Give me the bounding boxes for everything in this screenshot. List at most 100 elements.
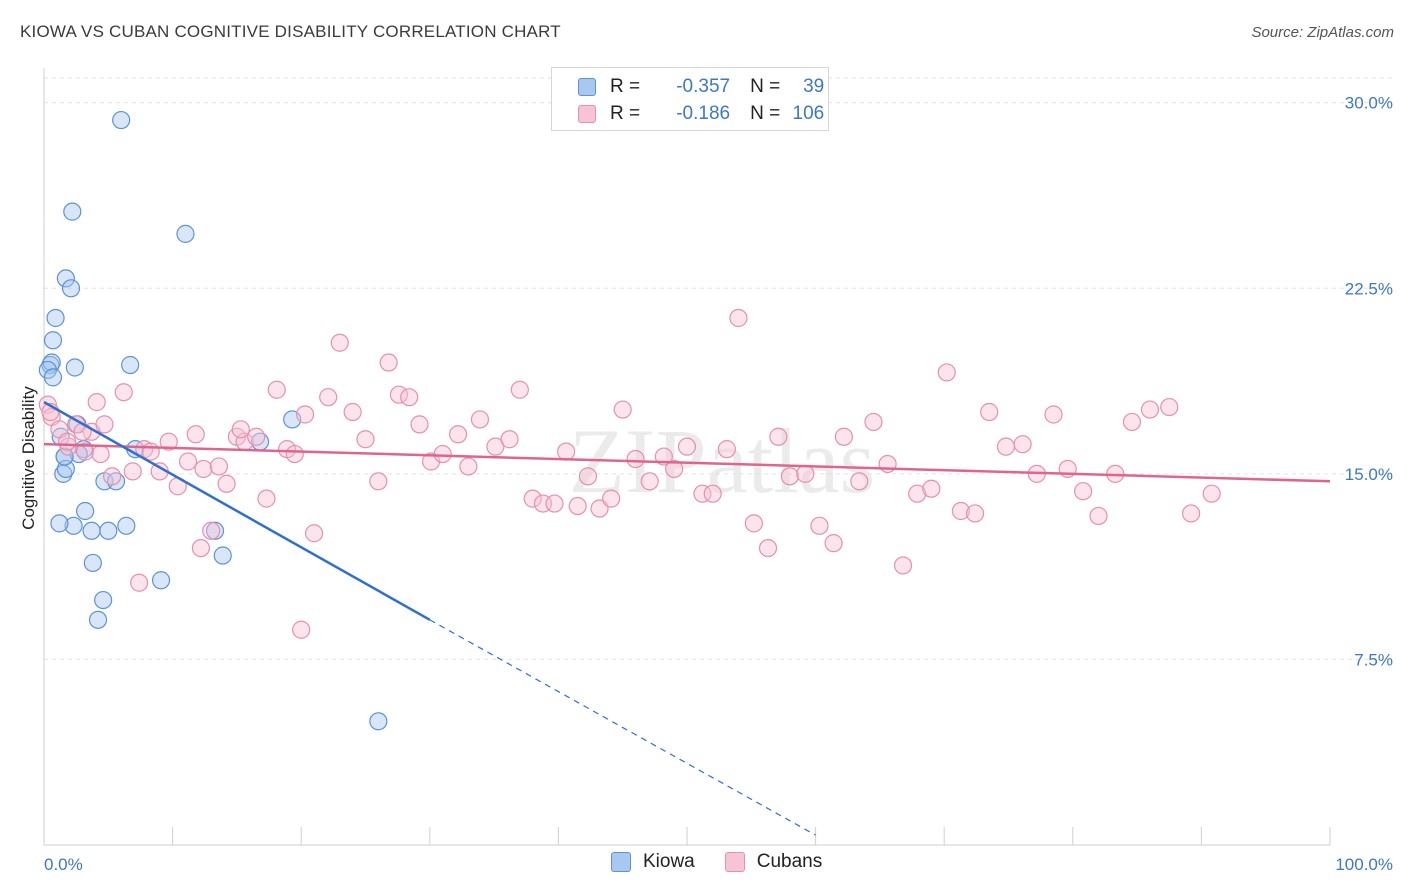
cubans-point: [343, 402, 362, 422]
cubans-point: [141, 442, 160, 461]
cubans-point: [58, 432, 77, 451]
cubans-point: [523, 489, 542, 508]
cubans-point: [103, 467, 122, 486]
kiowa-point: [82, 521, 101, 540]
cubans-point: [433, 444, 452, 464]
kiowa-r-value: -0.357: [676, 76, 731, 97]
cubans-point: [87, 393, 106, 412]
kiowa-point: [117, 516, 136, 535]
cubans-r-value: -0.186: [676, 103, 731, 124]
cubans-point: [379, 353, 398, 372]
cubans-point: [1013, 435, 1032, 454]
cubans-point: [1160, 397, 1179, 417]
cubans-point: [965, 504, 985, 523]
x-tick-label-min: 0.0%: [44, 855, 83, 874]
cubans-point: [217, 474, 236, 493]
source-label: Source: ZipAtlas.com: [1251, 24, 1394, 41]
cubans-point: [114, 383, 133, 402]
cubans-point: [557, 442, 576, 461]
chart-title: KIOWA VS CUBAN COGNITIVE DISABILITY CORR…: [20, 22, 561, 41]
cubans-point: [864, 412, 883, 432]
cubans-point: [758, 538, 778, 558]
cubans-point: [665, 459, 684, 479]
cubans-point: [448, 425, 468, 444]
cubans-point: [545, 494, 564, 513]
kiowa-point: [65, 358, 84, 377]
cubans-point: [267, 380, 286, 399]
cubans-point: [486, 437, 505, 456]
cubans-n-value: 106: [792, 103, 825, 124]
kiowa-n-value: 39: [803, 76, 825, 97]
kiowa-point: [88, 610, 108, 629]
cubans-point: [922, 479, 941, 498]
kiowa-point: [55, 447, 74, 466]
kiowa-point: [61, 279, 81, 298]
cubans-point: [123, 462, 142, 481]
cubans-point: [1044, 405, 1063, 424]
cubans-point: [810, 516, 829, 535]
cubans-point: [769, 427, 788, 446]
kiowa-point: [99, 521, 118, 540]
y-tick-label: 22.5%: [1345, 279, 1393, 298]
cubans-point: [640, 472, 659, 491]
cubans-point: [186, 425, 205, 444]
legend: R = -0.357 N = 39 R = -0.186 N = 106: [551, 67, 829, 131]
cubans-point: [729, 308, 748, 328]
kiowa-legend-swatch: [611, 852, 631, 872]
cubans-point: [209, 457, 228, 476]
cubans-point: [178, 452, 198, 471]
cubans-point: [1140, 400, 1160, 419]
cubans-point: [159, 432, 178, 451]
kiowa-point: [176, 224, 195, 243]
legend-row-kiowa: R = -0.357 N = 39: [578, 75, 824, 99]
cubans-point: [194, 459, 213, 479]
cubans-point: [568, 496, 587, 516]
kiowa-point: [121, 355, 140, 375]
kiowa-r-label: R =: [610, 76, 641, 97]
cubans-point: [295, 405, 315, 424]
kiowa-trendline-extension: [429, 619, 816, 836]
cubans-legend-swatch: [724, 852, 745, 872]
cubans-point: [369, 472, 388, 491]
kiowa-point: [64, 516, 83, 535]
cubans-point: [95, 415, 114, 434]
y-tick-label: 15.0%: [1345, 465, 1393, 484]
cubans-point: [980, 402, 999, 422]
y-tick-label: 7.5%: [1354, 650, 1393, 669]
legend-row-cubans: R = -0.186 N = 106: [578, 102, 824, 126]
cubans-point: [285, 444, 304, 464]
kiowa-point: [50, 514, 69, 533]
cubans-point: [780, 467, 799, 486]
y-axis-label: Cognitive Disability: [19, 386, 38, 530]
cubans-point: [304, 524, 324, 543]
cubans-point: [400, 388, 419, 407]
kiowa-point: [43, 331, 63, 350]
cubans-point: [510, 380, 529, 399]
kiowa-point: [112, 110, 131, 130]
cubans-point: [693, 484, 712, 503]
cubans-point: [1089, 506, 1108, 526]
cubans-point: [470, 410, 490, 429]
cubans-r-label: R =: [610, 103, 641, 124]
cubans-swatch: [578, 105, 596, 123]
cubans-point: [319, 388, 338, 407]
cubans-point: [717, 440, 736, 459]
kiowa-point: [151, 571, 171, 590]
cubans-point: [824, 534, 843, 553]
kiowa-swatch: [578, 78, 596, 96]
cubans-point: [191, 538, 210, 558]
kiowa-point: [83, 553, 102, 573]
kiowa-point: [63, 202, 82, 221]
cubans-point: [703, 484, 722, 503]
cubans-point: [893, 556, 913, 575]
cubans-point: [613, 400, 632, 419]
cubans-point: [257, 489, 276, 508]
cubans-point: [459, 457, 478, 476]
kiowa-point: [369, 712, 388, 731]
cubans-point: [937, 363, 956, 382]
cubans-point: [1202, 484, 1221, 503]
cubans-legend-label: Cubans: [756, 851, 823, 872]
kiowa-point: [46, 308, 65, 328]
cubans-point: [1073, 482, 1093, 501]
